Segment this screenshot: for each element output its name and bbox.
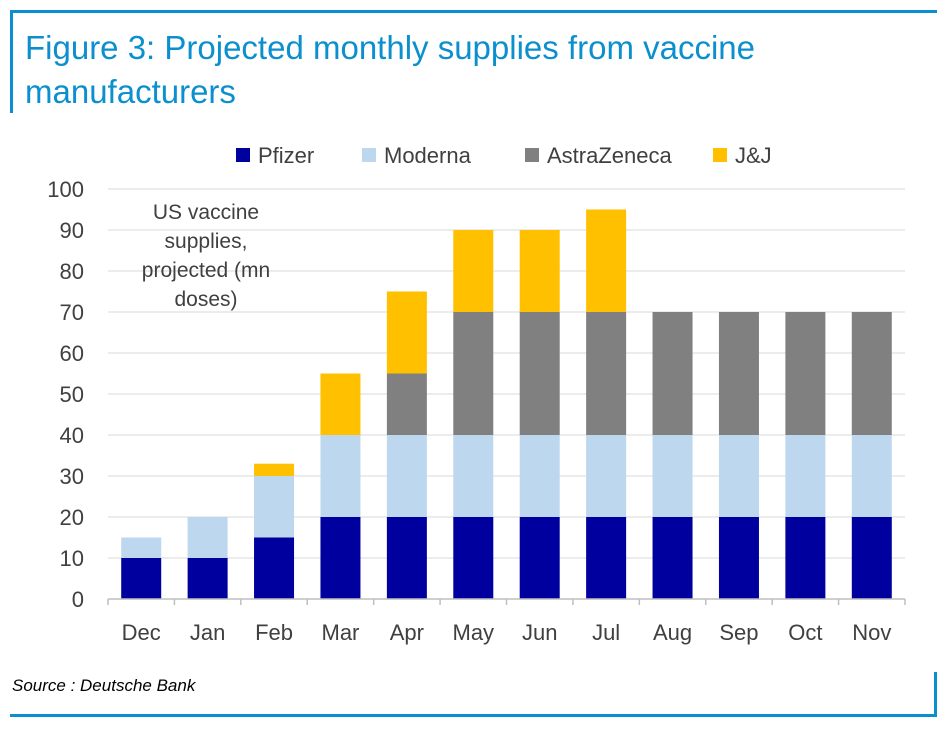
bar-segment <box>386 517 427 599</box>
bar-segment <box>586 517 627 599</box>
legend-swatch <box>525 148 539 162</box>
bar-segment <box>121 558 162 599</box>
bar-segment <box>586 435 627 517</box>
frame-left-rule <box>10 10 13 113</box>
y-tick-label: 30 <box>60 464 84 489</box>
legend-item: AstraZeneca <box>525 143 672 168</box>
bar-segment <box>386 435 427 517</box>
y-tick-label: 40 <box>60 423 84 448</box>
legend-item: Pfizer <box>236 143 314 168</box>
figure-title: Figure 3: Projected monthly supplies fro… <box>25 29 755 110</box>
bar-segment <box>386 291 427 374</box>
bar-segment <box>652 435 693 517</box>
bar-segment <box>453 517 494 599</box>
x-tick-label: Aug <box>653 620 692 645</box>
legend-swatch <box>713 148 727 162</box>
bar-segment <box>851 517 892 599</box>
x-tick-label: Jun <box>522 620 557 645</box>
y-tick-label: 50 <box>60 382 84 407</box>
x-tick-label: Jul <box>592 620 620 645</box>
bar-segment <box>121 537 162 558</box>
bar-segment <box>718 312 759 435</box>
bar-segment <box>652 517 693 599</box>
x-tick-label: Sep <box>719 620 758 645</box>
axes: 0 10 20 30 40 50 60 70 80 90 100 Dec Jan Feb Mar Apr May… <box>47 177 906 645</box>
bar-segment <box>254 463 295 476</box>
y-tick-label: 90 <box>60 218 84 243</box>
bar-segment <box>453 230 494 312</box>
bar-segment <box>586 312 627 435</box>
bar-segment <box>519 230 560 312</box>
x-tick-label: Mar <box>322 620 360 645</box>
bar-segment <box>519 312 560 435</box>
legend-label: Pfizer <box>258 143 314 168</box>
y-tick-label: 20 <box>60 505 84 530</box>
legend-item: Moderna <box>362 143 472 168</box>
bar-segment <box>586 209 627 312</box>
bar-segment <box>851 312 892 435</box>
bar-segment <box>453 312 494 435</box>
legend-label: AstraZeneca <box>547 143 672 168</box>
bar-segment <box>718 517 759 599</box>
bar-segment <box>718 435 759 517</box>
bar-segment <box>254 476 295 538</box>
bar-segment <box>187 517 228 558</box>
source-note: Source : Deutsche Bank <box>12 676 196 695</box>
legend-label: J&J <box>735 143 772 168</box>
annotation-line: supplies, <box>165 230 248 253</box>
annotation-line: projected (mn <box>142 259 270 282</box>
y-tick-label: 80 <box>60 259 84 284</box>
frame-right-rule <box>934 672 937 717</box>
x-tick-label: May <box>453 620 495 645</box>
y-tick-label: 100 <box>47 177 84 202</box>
x-tick-label: Apr <box>390 620 424 645</box>
annotation-line: US vaccine <box>153 201 259 224</box>
legend-swatch <box>236 148 250 162</box>
y-tick-label: 70 <box>60 300 84 325</box>
bar-segment <box>785 517 826 599</box>
legend-label: Moderna <box>384 143 472 168</box>
stacked-bar-chart: 0 10 20 30 40 50 60 70 80 90 100 Dec Jan Feb Mar Apr May… <box>47 143 906 645</box>
bar-segment <box>785 312 826 435</box>
frame-bottom-rule <box>10 714 937 717</box>
legend-item: J&J <box>713 143 772 168</box>
legend-swatch <box>362 148 376 162</box>
bar-segment <box>453 435 494 517</box>
x-tick-label: Oct <box>788 620 822 645</box>
gridlines <box>108 188 905 559</box>
x-tick-label: Feb <box>255 620 293 645</box>
x-tick-label: Jan <box>190 620 225 645</box>
bar-segment <box>320 435 361 517</box>
y-tick-label: 10 <box>60 546 84 571</box>
bar-segment <box>320 373 361 435</box>
legend: Pfizer Moderna AstraZeneca J&J <box>236 143 772 168</box>
bar-segment <box>519 517 560 599</box>
bar-segment <box>785 435 826 517</box>
bar-segment <box>187 558 228 599</box>
frame-top-rule <box>10 10 937 13</box>
bar-segment <box>320 517 361 599</box>
bar-segment <box>851 435 892 517</box>
bar-segment <box>386 373 427 435</box>
x-tick-label: Nov <box>852 620 891 645</box>
bar-segment <box>519 435 560 517</box>
bar-segment <box>652 312 693 435</box>
y-tick-label: 60 <box>60 341 84 366</box>
annotation-line: doses) <box>174 288 237 311</box>
x-tick-label: Dec <box>122 620 161 645</box>
chart-annotation: US vaccine supplies, projected (mn doses) <box>142 201 270 311</box>
bar-segment <box>254 537 295 599</box>
bars <box>121 209 892 599</box>
y-tick-label: 0 <box>72 587 84 612</box>
